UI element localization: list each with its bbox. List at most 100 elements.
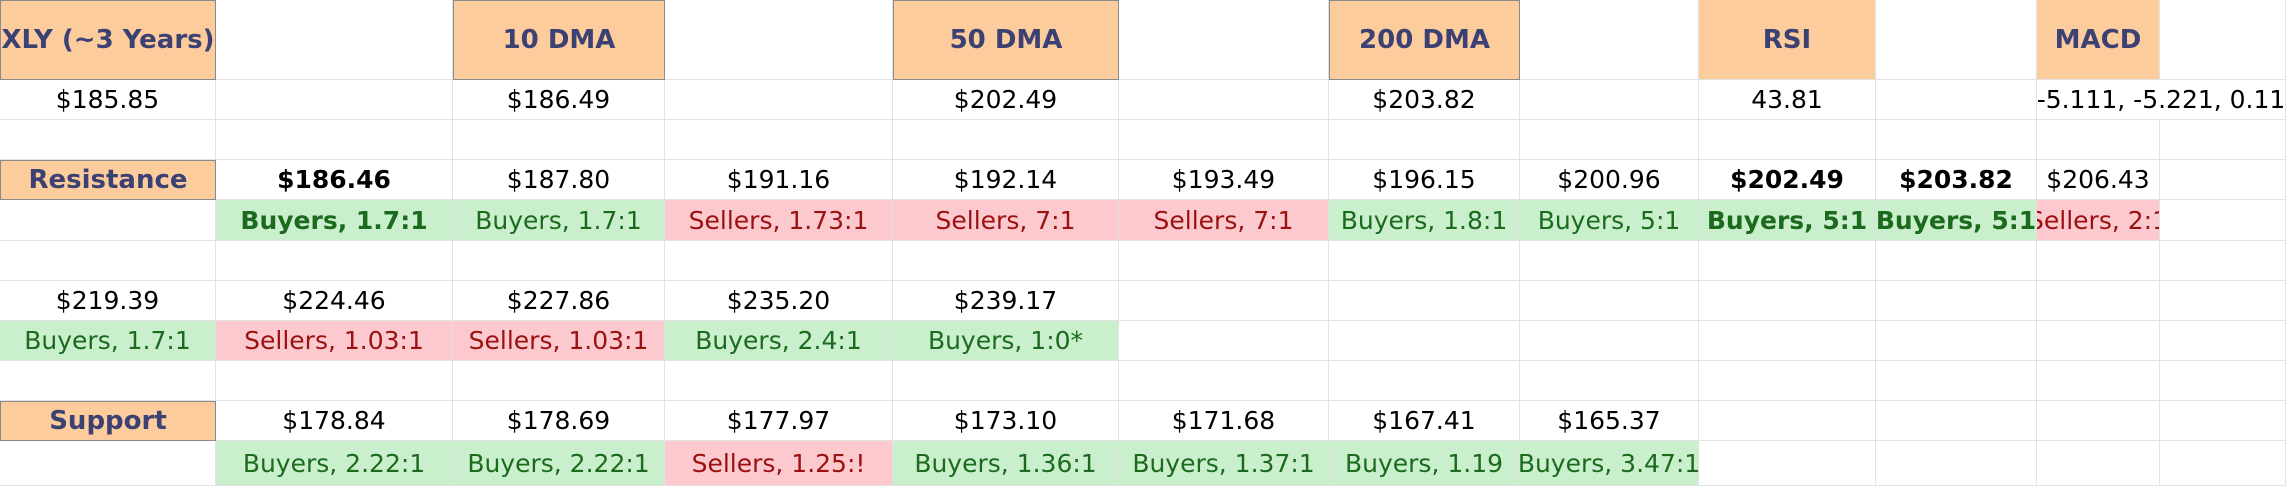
cell-r8-c2[interactable] — [453, 361, 665, 401]
cell-r3-c5[interactable]: $193.49 — [1119, 160, 1329, 200]
cell-r10-c5[interactable]: Buyers, 1.37:1 — [1119, 441, 1329, 486]
cell-r10-c6[interactable]: Buyers, 1.19 — [1329, 441, 1520, 486]
cell-r7-c5[interactable] — [1119, 321, 1329, 361]
cell-r4-c3[interactable]: Sellers, 1.73:1 — [665, 200, 893, 241]
cell-r10-c10[interactable] — [2037, 441, 2160, 486]
cell-r10-c3[interactable]: Sellers, 1.25:! — [665, 441, 893, 486]
cell-r4-c7[interactable]: Buyers, 5:1 — [1520, 200, 1699, 241]
cell-r0-c8[interactable]: RSI — [1699, 0, 1876, 80]
cell-r3-c8[interactable]: $202.49 — [1699, 160, 1876, 200]
cell-r6-c5[interactable] — [1119, 281, 1329, 321]
cell-r10-c4[interactable]: Buyers, 1.36:1 — [893, 441, 1119, 486]
cell-r9-c9[interactable] — [1876, 401, 2037, 441]
cell-r10-c2[interactable]: Buyers, 2.22:1 — [453, 441, 665, 486]
cell-r6-c11[interactable] — [2160, 281, 2286, 321]
cell-r7-c8[interactable] — [1699, 321, 1876, 361]
cell-r3-c9[interactable]: $203.82 — [1876, 160, 2037, 200]
cell-r1-c9[interactable] — [1876, 80, 2037, 120]
cell-r1-c7[interactable] — [1520, 80, 1699, 120]
cell-r2-c0[interactable] — [0, 120, 216, 160]
cell-r5-c2[interactable] — [453, 241, 665, 281]
cell-r9-c11[interactable] — [2160, 401, 2286, 441]
cell-r5-c4[interactable] — [893, 241, 1119, 281]
cell-r8-c6[interactable] — [1329, 361, 1520, 401]
cell-r7-c11[interactable] — [2160, 321, 2286, 361]
cell-r7-c10[interactable] — [2037, 321, 2160, 361]
cell-r6-c9[interactable] — [1876, 281, 2037, 321]
cell-r9-c10[interactable] — [2037, 401, 2160, 441]
cell-r10-c11[interactable] — [2160, 441, 2286, 486]
cell-r1-c10[interactable]: -5.111, -5.221, 0.11 — [2037, 80, 2286, 120]
cell-r8-c0[interactable] — [0, 361, 216, 401]
cell-r0-c4[interactable]: 50 DMA — [893, 0, 1119, 80]
cell-r5-c5[interactable] — [1119, 241, 1329, 281]
cell-r5-c0[interactable] — [0, 241, 216, 281]
cell-r2-c5[interactable] — [1119, 120, 1329, 160]
cell-r5-c9[interactable] — [1876, 241, 2037, 281]
cell-r7-c2[interactable]: Sellers, 1.03:1 — [453, 321, 665, 361]
cell-r3-c0[interactable]: Resistance — [0, 160, 216, 200]
cell-r1-c0[interactable]: $185.85 — [0, 80, 216, 120]
cell-r9-c1[interactable]: $178.84 — [216, 401, 453, 441]
cell-r1-c4[interactable]: $202.49 — [893, 80, 1119, 120]
cell-r3-c1[interactable]: $186.46 — [216, 160, 453, 200]
cell-r2-c1[interactable] — [216, 120, 453, 160]
cell-r5-c11[interactable] — [2160, 241, 2286, 281]
cell-r9-c3[interactable]: $177.97 — [665, 401, 893, 441]
cell-r5-c8[interactable] — [1699, 241, 1876, 281]
cell-r7-c6[interactable] — [1329, 321, 1520, 361]
cell-r2-c8[interactable] — [1699, 120, 1876, 160]
cell-r6-c8[interactable] — [1699, 281, 1876, 321]
cell-r4-c2[interactable]: Buyers, 1.7:1 — [453, 200, 665, 241]
cell-r8-c7[interactable] — [1520, 361, 1699, 401]
cell-r6-c4[interactable]: $239.17 — [893, 281, 1119, 321]
cell-r7-c1[interactable]: Sellers, 1.03:1 — [216, 321, 453, 361]
cell-r10-c7[interactable]: Buyers, 3.47:1 — [1520, 441, 1699, 486]
cell-r7-c7[interactable] — [1520, 321, 1699, 361]
cell-r8-c1[interactable] — [216, 361, 453, 401]
cell-r1-c2[interactable]: $186.49 — [453, 80, 665, 120]
cell-r0-c5[interactable] — [1119, 0, 1329, 80]
cell-r2-c7[interactable] — [1520, 120, 1699, 160]
cell-r0-c9[interactable] — [1876, 0, 2037, 80]
cell-r3-c10[interactable]: $206.43 — [2037, 160, 2160, 200]
cell-r2-c9[interactable] — [1876, 120, 2037, 160]
cell-r8-c5[interactable] — [1119, 361, 1329, 401]
cell-r9-c4[interactable]: $173.10 — [893, 401, 1119, 441]
cell-r1-c3[interactable] — [665, 80, 893, 120]
cell-r5-c10[interactable] — [2037, 241, 2160, 281]
cell-r10-c1[interactable]: Buyers, 2.22:1 — [216, 441, 453, 486]
cell-r0-c1[interactable] — [216, 0, 453, 80]
cell-r8-c4[interactable] — [893, 361, 1119, 401]
cell-r8-c9[interactable] — [1876, 361, 2037, 401]
cell-r10-c0[interactable] — [0, 441, 216, 486]
cell-r5-c1[interactable] — [216, 241, 453, 281]
cell-r6-c0[interactable]: $219.39 — [0, 281, 216, 321]
cell-r8-c3[interactable] — [665, 361, 893, 401]
cell-r4-c11[interactable] — [2160, 200, 2286, 241]
cell-r2-c6[interactable] — [1329, 120, 1520, 160]
cell-r0-c0[interactable]: XLY (~3 Years) — [0, 0, 216, 80]
cell-r6-c1[interactable]: $224.46 — [216, 281, 453, 321]
cell-r4-c0[interactable] — [0, 200, 216, 241]
cell-r7-c4[interactable]: Buyers, 1:0* — [893, 321, 1119, 361]
cell-r0-c11[interactable] — [2160, 0, 2286, 80]
cell-r10-c8[interactable] — [1699, 441, 1876, 486]
cell-r4-c9[interactable]: Buyers, 5:1 — [1876, 200, 2037, 241]
cell-r6-c3[interactable]: $235.20 — [665, 281, 893, 321]
cell-r4-c5[interactable]: Sellers, 7:1 — [1119, 200, 1329, 241]
cell-r3-c7[interactable]: $200.96 — [1520, 160, 1699, 200]
cell-r0-c3[interactable] — [665, 0, 893, 80]
cell-r0-c7[interactable] — [1520, 0, 1699, 80]
cell-r2-c4[interactable] — [893, 120, 1119, 160]
cell-r3-c4[interactable]: $192.14 — [893, 160, 1119, 200]
cell-r10-c9[interactable] — [1876, 441, 2037, 486]
cell-r5-c6[interactable] — [1329, 241, 1520, 281]
cell-r6-c10[interactable] — [2037, 281, 2160, 321]
cell-r5-c7[interactable] — [1520, 241, 1699, 281]
cell-r9-c6[interactable]: $167.41 — [1329, 401, 1520, 441]
cell-r1-c5[interactable] — [1119, 80, 1329, 120]
cell-r4-c8[interactable]: Buyers, 5:1 — [1699, 200, 1876, 241]
cell-r9-c2[interactable]: $178.69 — [453, 401, 665, 441]
cell-r7-c9[interactable] — [1876, 321, 2037, 361]
